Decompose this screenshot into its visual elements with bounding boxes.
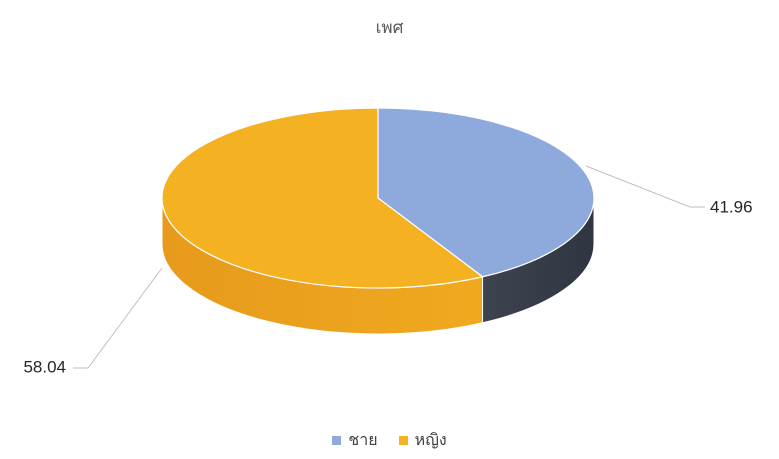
pie-labels: 41.96 58.04 xyxy=(23,197,752,376)
leader-line-1 xyxy=(73,267,163,369)
pie-tops xyxy=(161,107,595,289)
legend-item-male: ชาย xyxy=(332,428,378,453)
pie-leaders xyxy=(73,165,705,369)
legend-label-female: หญิง xyxy=(414,430,447,449)
legend-swatch-male xyxy=(332,436,342,445)
pie-slice-1 xyxy=(161,107,484,289)
leader-line-0 xyxy=(585,165,705,208)
legend-swatch-female xyxy=(398,436,408,445)
chart-title: เพศ xyxy=(375,18,404,38)
legend-label-male: ชาย xyxy=(348,430,378,449)
data-label-0: 41.96 xyxy=(710,197,753,216)
legend: ชาย หญิง xyxy=(0,428,779,453)
pie-slice-0 xyxy=(377,107,595,278)
legend-item-female: หญิง xyxy=(398,428,447,453)
data-label-1: 58.04 xyxy=(23,357,66,376)
